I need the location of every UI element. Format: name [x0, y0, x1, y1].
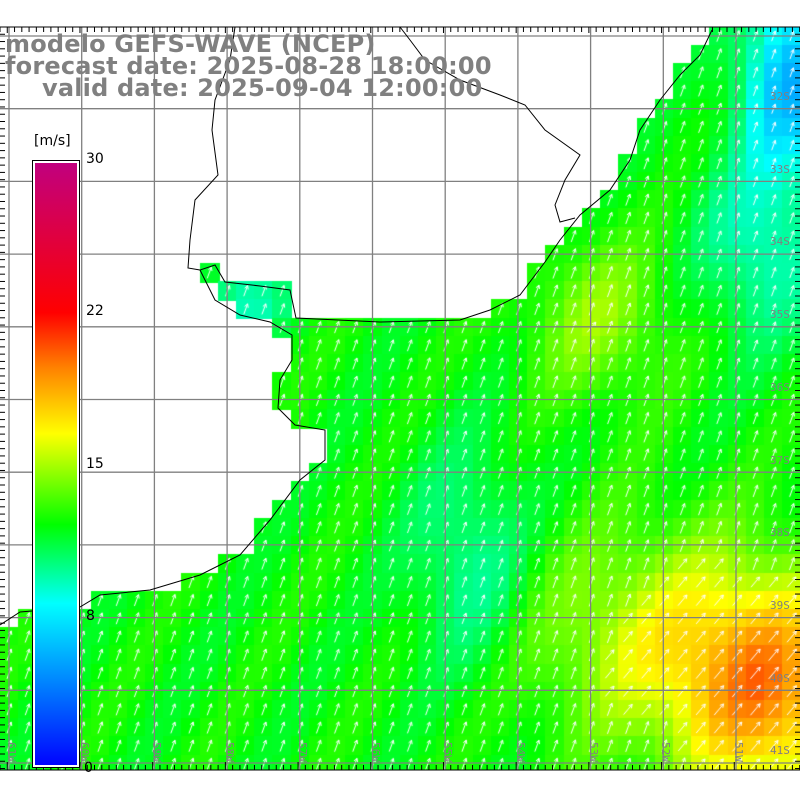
longitude-label: 54W — [513, 742, 527, 762]
latitude-label: 40S — [770, 671, 790, 685]
colorbar-tick: 0 — [84, 760, 93, 776]
colorbar — [32, 160, 80, 768]
longitude-label: 58W — [223, 742, 237, 762]
latitude-label: 39S — [770, 598, 790, 612]
latitude-label: 33S — [770, 162, 790, 176]
longitude-label: 55W — [441, 742, 455, 762]
latitude-label: 32S — [770, 90, 790, 103]
longitude-label: 56W — [368, 742, 382, 762]
latitude-label: 36S — [770, 380, 790, 394]
longitude-label: 61W — [5, 742, 18, 762]
colorbar-tick: 22 — [86, 303, 104, 319]
title-forecast-date: forecast date: 2025-08-28 18:00:00 — [5, 52, 492, 80]
title-model: modelo GEFS-WAVE (NCEP) — [5, 30, 376, 58]
colorbar-tick: 8 — [86, 608, 95, 624]
colorbar-tick: 30 — [86, 151, 104, 167]
title-valid-date: valid date: 2025-09-04 12:00:00 — [42, 74, 483, 102]
latitude-label: 41S — [770, 744, 790, 758]
longitude-label: 57W — [295, 742, 309, 762]
latitude-label: 37S — [770, 453, 790, 467]
latitude-label: 38S — [770, 526, 790, 540]
border-line — [187, 26, 236, 271]
colorbar-unit: [m/s] — [34, 133, 71, 149]
latitude-label: 35S — [770, 308, 790, 322]
longitude-label: 53W — [586, 742, 600, 762]
latitude-label: 34S — [770, 235, 790, 249]
longitude-label: 51W — [732, 742, 745, 762]
longitude-label: 52W — [659, 742, 673, 762]
longitude-label: 60W — [77, 742, 91, 762]
longitude-label: 59W — [150, 742, 164, 762]
border-line — [399, 26, 581, 223]
coastline — [0, 29, 713, 626]
colorbar-tick: 15 — [86, 456, 104, 472]
